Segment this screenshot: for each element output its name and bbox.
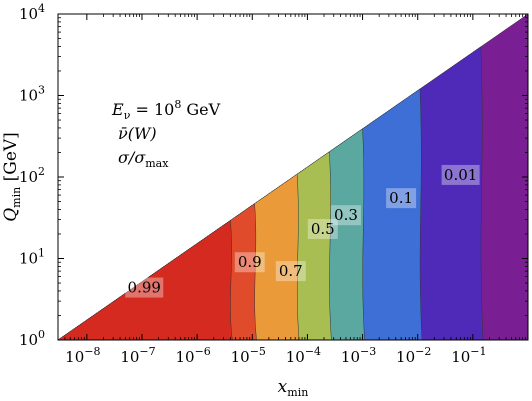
contour-label-bg: [386, 188, 417, 209]
contour-label-bg: [125, 277, 164, 298]
x-tick-label: 10−4: [286, 345, 321, 366]
y-tick-label: 103: [19, 84, 45, 105]
y-tick-label: 101: [19, 247, 45, 268]
x-tick-label: 10−2: [396, 345, 431, 366]
x-tick-label: 10−5: [231, 345, 266, 366]
y-tick-label: 102: [19, 165, 45, 186]
contour-label-bg: [330, 205, 361, 226]
x-tick-label: 10−1: [451, 345, 486, 366]
ratio-annotation: σ/σmax: [118, 148, 169, 170]
y-axis-title: Qmin [GeV]: [1, 132, 23, 222]
y-tick-label: 100: [19, 328, 45, 349]
contour-label: 0.3: [334, 206, 358, 224]
contour-label: 0.01: [444, 166, 477, 184]
contour-label: 0.9: [238, 253, 262, 271]
energy-annotation: Eν = 108 GeV: [111, 98, 221, 122]
contour-label: 0.5: [311, 220, 335, 238]
contour-labels: 0.99 0.9 0.7 0.50.3 0.1 0.01: [125, 164, 480, 298]
x-tick-label: 10−6: [175, 345, 210, 366]
contour-label: 0.1: [389, 189, 413, 207]
contour-label-bg: [307, 219, 338, 240]
contour-band: [58, 220, 233, 340]
contour-label-bg: [441, 164, 480, 185]
contour-label: 0.99: [128, 279, 161, 297]
contour-label-bg: [234, 252, 265, 273]
x-axis-title: xmin: [278, 377, 309, 399]
x-tick-label: 10−3: [341, 345, 376, 366]
contour-bands: [58, 14, 528, 340]
x-tick-label: 10−8: [65, 345, 100, 366]
x-tick-label: 10−7: [120, 345, 155, 366]
y-tick-label: 104: [19, 2, 45, 23]
process-annotation: ν̄(W): [118, 124, 157, 143]
contour-label-bg: [275, 261, 306, 282]
contour-label: 0.7: [279, 262, 303, 280]
